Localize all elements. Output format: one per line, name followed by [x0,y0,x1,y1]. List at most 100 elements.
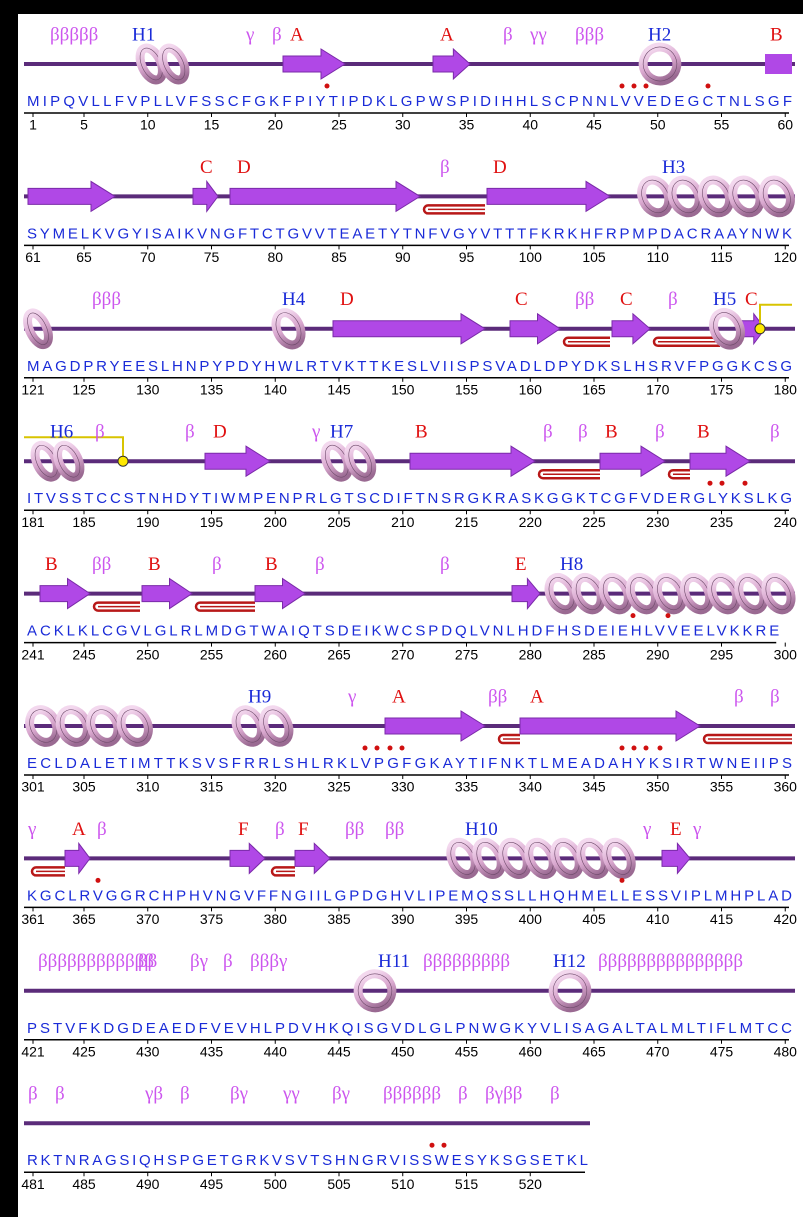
element-label: A [440,24,454,45]
tick-label: 320 [264,779,288,795]
tick-label: 495 [200,1176,224,1192]
tick-label: 380 [264,911,288,927]
sequence: KGCLRVGGRCHPHVNGVFFNGIILGPDGHVLIPEMQSSLL… [27,887,792,904]
tick-label: 475 [710,1044,734,1060]
element-label: β [668,289,678,310]
element-label: A [290,24,304,45]
tick-label: 410 [646,911,670,927]
tick-label: 150 [391,382,415,398]
element-label: C [200,157,213,178]
tick-label: 480 [774,1044,798,1060]
tick-label: 395 [455,911,479,927]
element-label: β [655,422,665,443]
element-label: H5 [713,289,736,310]
element-label: γγ [282,1084,300,1105]
tick-label: 365 [72,911,96,927]
tick-label: 361 [21,911,45,927]
tick-label: 340 [519,779,543,795]
element-label: β [95,422,105,443]
tick-label: 421 [21,1044,45,1060]
element-label: β [458,1084,468,1105]
tick-label: 225 [582,514,606,530]
element-label: β [55,1084,65,1105]
element-label: H12 [553,951,586,972]
tick-label: 330 [391,779,415,795]
tick-label: 20 [267,117,283,133]
tick-label: 60 [777,117,793,133]
tick-label: 185 [72,514,96,530]
element-label: H4 [282,289,306,310]
element-label: βγ [230,1084,248,1105]
element-label: E [670,819,682,840]
tick-label: 405 [582,911,606,927]
element-label: D [340,289,354,310]
element-label: γ [311,422,320,443]
tick-label: 95 [459,249,475,265]
element-label: H2 [648,24,671,45]
tick-label: 210 [391,514,415,530]
element-label: γ [27,819,36,840]
element-label: β [180,1084,190,1105]
tick-label: 15 [204,117,220,133]
element-label: ββ [345,819,364,840]
disulfide-end [755,324,765,334]
sequence: ECLDALETIMTTKSVSFRRLSHLRKLVPGFGKAYTIFNKT… [27,755,792,772]
sequence: MIPQVLLFVPLLVFSSCFGKFPIYTIPDKLGPWSPIDIHH… [27,93,792,110]
site-dot [706,84,711,89]
element-label: B [697,422,710,443]
tick-label: 61 [25,249,41,265]
site-dot [658,746,663,751]
tick-label: 80 [267,249,283,265]
element-label: F [238,819,249,840]
tick-label: 215 [455,514,479,530]
tick-label: 255 [200,646,224,662]
element-label: ββββββββββββ [38,951,154,972]
tick-label: 240 [774,514,798,530]
element-label: βββ [575,24,604,45]
tick-label: 370 [136,911,160,927]
element-label: D [237,157,251,178]
element-label: β [212,554,222,575]
element-label: γγ [529,24,547,45]
site-dot [632,84,637,89]
tick-label: 155 [455,382,479,398]
tick-label: 130 [136,382,160,398]
element-label: βββββββββ [423,951,510,972]
site-dot [666,613,671,618]
element-label: C [515,289,528,310]
element-label: βββββββββββββββ [598,951,743,972]
tick-label: 195 [200,514,224,530]
element-label: βγββ [485,1084,522,1105]
tick-label: 180 [774,382,798,398]
element-label: H1 [132,24,155,45]
tick-label: 350 [646,779,670,795]
tick-label: 280 [519,646,543,662]
tick-label: 385 [327,911,351,927]
site-dot [620,84,625,89]
tick-label: 110 [647,249,670,265]
sequence: PSTVFKDGDEAEDFVEVHLPDVHKQISGVDLGLPNWGKYV… [27,1020,792,1037]
element-label: β [550,1084,560,1105]
tick-label: 200 [264,514,288,530]
element-label: ββ [92,554,111,575]
site-dot [400,746,405,751]
tick-label: 310 [136,779,160,795]
tick-label: 250 [136,646,160,662]
site-dot [720,481,725,486]
tick-label: 85 [331,249,347,265]
tick-label: 360 [774,779,798,795]
tick-label: 121 [21,382,45,398]
disulfide-end [118,456,128,466]
site-dot [620,878,625,883]
tick-label: 135 [200,382,224,398]
element-label: C [620,289,633,310]
element-label: β [223,951,233,972]
tick-label: 40 [522,117,538,133]
tick-label: 420 [774,911,798,927]
element-label: A [72,819,86,840]
element-label: β [275,819,285,840]
site-dot [96,878,101,883]
element-label: γ [347,686,356,707]
tick-label: 400 [519,911,543,927]
tick-label: 390 [391,911,415,927]
